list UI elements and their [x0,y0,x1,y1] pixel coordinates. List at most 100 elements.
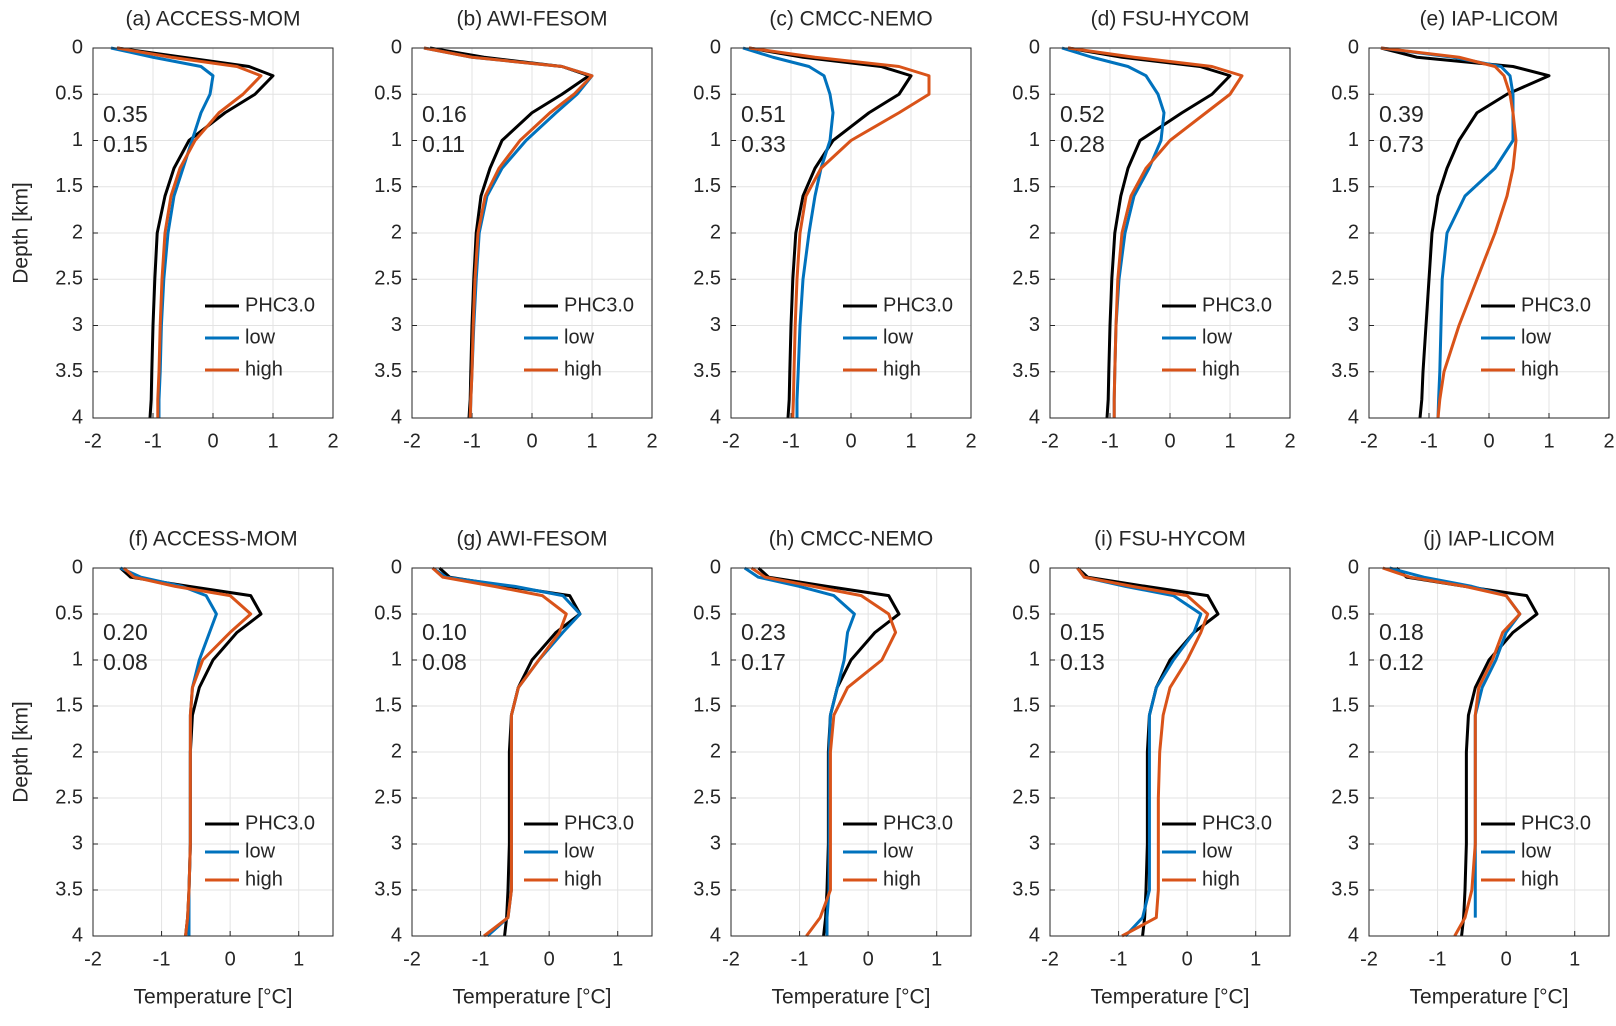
x-tick-label: 0 [1164,430,1175,452]
y-tick-label: 3.5 [1331,878,1359,900]
y-tick-label: 0 [710,36,721,58]
y-tick-label: 3 [710,832,721,854]
y-tick-label: 2 [1029,221,1040,243]
y-tick-label: 1.5 [1012,175,1040,197]
legend-label: low [564,840,595,862]
x-tick-label: 1 [1569,948,1580,970]
y-tick-label: 3 [710,314,721,336]
profile-line [431,566,568,938]
profile-line [750,566,898,937]
annotation: 0.08 [103,649,148,675]
y-tick-label: 0 [72,36,83,58]
y-tick-label: 4 [710,924,721,946]
x-tick-label: 1 [1250,948,1261,970]
y-tick-label: 0 [710,556,721,578]
legend-label: high [883,868,921,890]
y-tick-label: 1.5 [374,694,402,716]
legend-label: low [1521,840,1552,862]
legend-label: high [883,358,921,380]
legend-label: low [883,840,914,862]
axes-box [92,567,334,937]
y-tick-label: 3 [391,314,402,336]
y-tick-label: 2.5 [1331,268,1359,290]
y-tick-label: 4 [391,924,402,946]
y-tick-label: 1 [1348,648,1359,670]
y-axis-label: Depth [km] [10,701,33,803]
x-tick-label: 1 [267,430,278,452]
y-tick-label: 1 [391,648,402,670]
legend-label: PHC3.0 [883,812,953,834]
y-tick-label: 0 [1029,36,1040,58]
y-tick-label: 4 [1029,924,1040,946]
legend-label: PHC3.0 [1202,812,1272,834]
y-tick-label: 3.5 [693,360,721,382]
annotation: 0.33 [741,131,786,157]
x-tick-label: 0 [863,948,874,970]
axes-box [1049,47,1291,419]
x-tick-label: -1 [463,430,481,452]
x-tick-label: -1 [782,430,800,452]
y-tick-label: 2 [1029,740,1040,762]
panel-title: (b) AWI-FESOM [457,8,608,31]
x-tick-label: -2 [1360,948,1378,970]
y-tick-label: 3 [1348,832,1359,854]
x-tick-label: -1 [791,948,809,970]
axes-box [1049,567,1291,937]
annotation: 0.15 [103,131,148,157]
annotation: 0.11 [422,131,465,157]
panel-title: (j) IAP-LICOM [1423,528,1555,551]
y-tick-label: 1.5 [1012,694,1040,716]
y-tick-label: 3.5 [374,878,402,900]
y-tick-label: 2 [710,221,721,243]
profile-line [748,46,931,419]
y-tick-label: 4 [710,406,721,428]
axes-box [411,47,653,419]
legend-label: PHC3.0 [245,812,315,834]
y-tick-label: 0.5 [693,602,721,624]
y-tick-label: 0.5 [55,602,83,624]
y-tick-label: 2 [1348,221,1359,243]
y-tick-label: 2 [391,221,402,243]
annotation: 0.52 [1060,101,1105,127]
x-tick-label: 2 [965,430,976,452]
y-tick-label: 2 [1348,740,1359,762]
profile-line [748,46,913,419]
legend-label: low [1202,840,1233,862]
x-tick-label: -2 [1041,948,1059,970]
y-tick-label: 4 [1348,406,1359,428]
profile-line [1067,46,1232,419]
y-tick-label: 2.5 [55,268,83,290]
y-tick-label: 2.5 [693,268,721,290]
y-tick-label: 3 [391,832,402,854]
y-tick-label: 1.5 [1331,694,1359,716]
y-tick-label: 3.5 [1012,360,1040,382]
y-tick-label: 3.5 [55,360,83,382]
legend-label: PHC3.0 [883,294,953,316]
x-tick-label: -1 [472,948,490,970]
y-tick-label: 3 [72,832,83,854]
y-tick-label: 0.5 [1012,602,1040,624]
y-axis-label: Depth [km] [10,182,33,284]
x-tick-label: -2 [84,948,102,970]
panel-title: (c) CMCC-NEMO [769,8,932,31]
annotation: 0.08 [422,649,467,675]
legend-label: low [245,326,276,348]
y-tick-label: 3 [1029,832,1040,854]
legend-label: low [1202,326,1233,348]
profile-line [1067,46,1244,418]
x-tick-label: 1 [905,430,916,452]
y-tick-label: 3.5 [55,878,83,900]
y-tick-label: 3 [1029,314,1040,336]
y-tick-label: 0.5 [55,83,83,105]
x-tick-label: 0 [1182,948,1193,970]
x-tick-label: 1 [1224,430,1235,452]
y-tick-label: 2 [72,740,83,762]
legend-label: high [1521,868,1559,890]
annotation: 0.73 [1379,131,1424,157]
profile-line [1076,567,1203,938]
annotation: 0.18 [1379,619,1424,645]
y-tick-label: 0.5 [374,83,402,105]
annotation: 0.13 [1060,649,1105,675]
x-tick-label: 0 [1501,948,1512,970]
